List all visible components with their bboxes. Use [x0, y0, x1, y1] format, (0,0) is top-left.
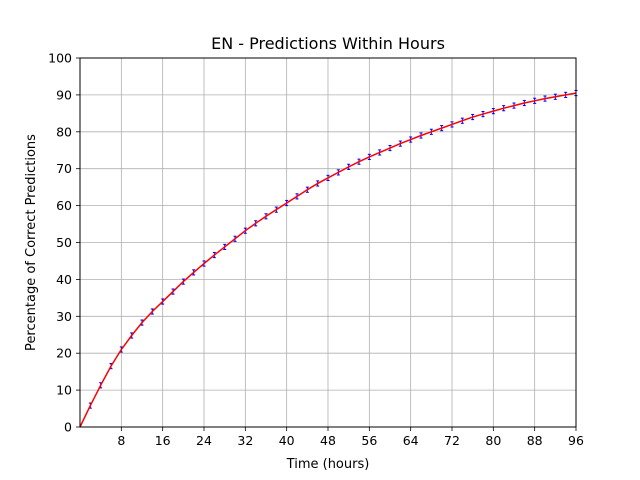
x-axis-label: Time (hours)	[286, 457, 370, 472]
x-tick-label: 16	[155, 433, 171, 448]
y-tick-label: 70	[56, 161, 72, 176]
x-tick-label: 72	[444, 433, 460, 448]
x-tick-label: 64	[403, 433, 419, 448]
x-tick-label: 32	[237, 433, 253, 448]
y-tick-label: 10	[56, 383, 72, 398]
x-tick-label: 40	[279, 433, 295, 448]
chart-title: EN - Predictions Within Hours	[211, 34, 445, 53]
x-tick-label: 8	[117, 433, 125, 448]
y-tick-label: 30	[56, 309, 72, 324]
y-tick-label: 40	[56, 272, 72, 287]
series-line	[79, 92, 577, 428]
y-tick-label: 50	[56, 235, 72, 250]
x-tick-label: 48	[320, 433, 336, 448]
y-tick-label: 20	[56, 346, 72, 361]
y-axis-ticks: 0 10 20 30 40 50 60 70 80 90 100	[48, 51, 80, 435]
x-tick-label: 24	[196, 433, 212, 448]
y-tick-label: 80	[56, 124, 72, 139]
x-axis-ticks: 8 16 24 32 40 48 56 64 72 80 88 96	[117, 427, 584, 448]
x-tick-label: 88	[527, 433, 543, 448]
x-tick-label: 80	[485, 433, 501, 448]
y-tick-label: 60	[56, 198, 72, 213]
y-tick-label: 90	[56, 87, 72, 102]
x-tick-label: 96	[568, 433, 584, 448]
y-tick-label: 100	[48, 51, 72, 66]
y-tick-label: 0	[64, 420, 72, 435]
x-tick-label: 56	[361, 433, 377, 448]
y-axis-label: Percentage of Correct Predictions	[24, 134, 39, 351]
